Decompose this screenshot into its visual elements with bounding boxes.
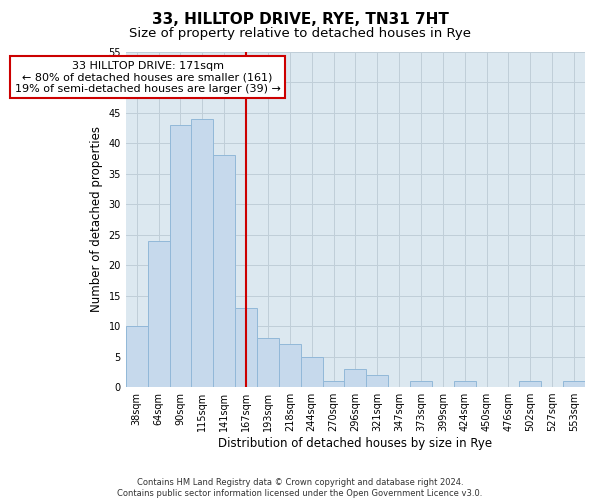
X-axis label: Distribution of detached houses by size in Rye: Distribution of detached houses by size …: [218, 437, 493, 450]
Bar: [563, 381, 585, 387]
Bar: [279, 344, 301, 387]
Bar: [257, 338, 279, 387]
Bar: [410, 381, 432, 387]
Bar: [170, 124, 191, 387]
Bar: [235, 308, 257, 387]
Bar: [126, 326, 148, 387]
Bar: [323, 381, 344, 387]
Text: Contains HM Land Registry data © Crown copyright and database right 2024.
Contai: Contains HM Land Registry data © Crown c…: [118, 478, 482, 498]
Bar: [454, 381, 476, 387]
Bar: [301, 356, 323, 387]
Text: Size of property relative to detached houses in Rye: Size of property relative to detached ho…: [129, 28, 471, 40]
Bar: [520, 381, 541, 387]
Bar: [191, 118, 213, 387]
Y-axis label: Number of detached properties: Number of detached properties: [90, 126, 103, 312]
Bar: [367, 375, 388, 387]
Text: 33 HILLTOP DRIVE: 171sqm
← 80% of detached houses are smaller (161)
19% of semi-: 33 HILLTOP DRIVE: 171sqm ← 80% of detach…: [15, 60, 281, 94]
Bar: [213, 155, 235, 387]
Bar: [148, 240, 170, 387]
Text: 33, HILLTOP DRIVE, RYE, TN31 7HT: 33, HILLTOP DRIVE, RYE, TN31 7HT: [152, 12, 448, 28]
Bar: [344, 369, 367, 387]
